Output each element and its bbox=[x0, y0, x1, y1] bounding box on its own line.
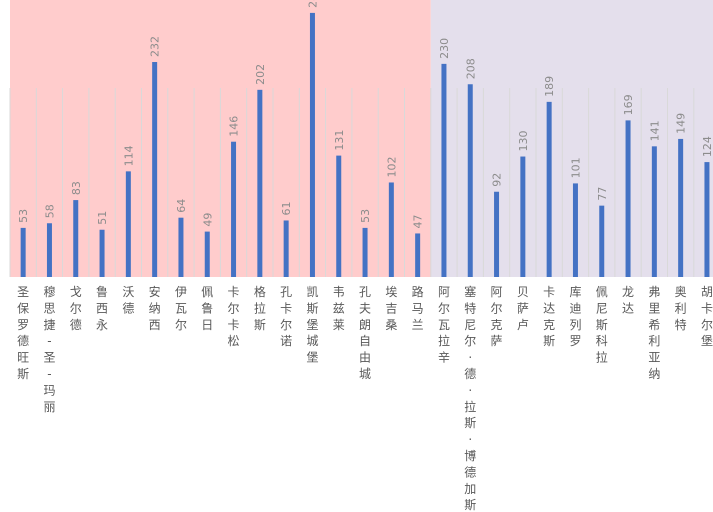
data-label: 130 bbox=[517, 131, 530, 152]
category-label: 贝萨卢 bbox=[517, 285, 529, 332]
bar bbox=[362, 227, 368, 277]
data-label: 61 bbox=[280, 201, 293, 215]
data-label: 47 bbox=[412, 214, 425, 228]
category-label: 穆思捷-圣-玛丽 bbox=[43, 284, 55, 414]
bar bbox=[283, 220, 289, 277]
category-label: 阿尔克萨 bbox=[491, 285, 503, 348]
data-label: 146 bbox=[228, 116, 241, 137]
bar bbox=[231, 141, 237, 277]
data-label: 202 bbox=[254, 64, 267, 85]
category-label: 孔卡尔诺 bbox=[280, 285, 292, 348]
data-label: 208 bbox=[464, 58, 477, 79]
data-label: 53 bbox=[359, 209, 372, 223]
data-label: 149 bbox=[675, 113, 688, 134]
category-label: 卡尔卡松 bbox=[228, 285, 240, 348]
category-label: 路马兰 bbox=[412, 284, 424, 332]
category-label: 阿尔瓦拉辛 bbox=[438, 285, 450, 365]
category-label: 佩尼斯科拉 bbox=[596, 285, 608, 365]
data-label: 49 bbox=[201, 213, 214, 227]
data-label: 169 bbox=[622, 94, 635, 115]
data-label: 83 bbox=[70, 181, 83, 195]
data-label: 141 bbox=[648, 120, 661, 141]
bar bbox=[467, 84, 473, 278]
category-label: 塞特尼尔·德·拉斯·博德加斯 bbox=[464, 284, 476, 512]
category-label: 韦兹莱 bbox=[333, 285, 345, 332]
category-label: 卡达克斯 bbox=[543, 285, 555, 348]
category-label: 库迪列罗 bbox=[569, 284, 581, 348]
category-label: 戈尔德 bbox=[70, 285, 82, 332]
bar bbox=[388, 182, 394, 277]
category-label: 格拉斯 bbox=[254, 284, 266, 332]
bar bbox=[546, 101, 552, 277]
data-label: 102 bbox=[385, 156, 398, 177]
data-label: 101 bbox=[569, 157, 582, 178]
category-label: 弗里希利亚纳 bbox=[648, 285, 660, 381]
bar bbox=[152, 62, 158, 277]
category-label: 胡卡尔堡 bbox=[701, 285, 713, 348]
data-label: 53 bbox=[17, 209, 30, 223]
bar bbox=[704, 162, 710, 277]
data-label: 124 bbox=[701, 136, 713, 157]
bar bbox=[125, 171, 131, 277]
bar bbox=[46, 223, 52, 277]
bar bbox=[99, 229, 105, 277]
data-label: 232 bbox=[149, 36, 162, 57]
category-label: 鲁西永 bbox=[96, 285, 108, 332]
category-label: 奥利特 bbox=[675, 285, 687, 332]
bar bbox=[520, 156, 526, 277]
bar bbox=[572, 183, 578, 277]
data-label: 230 bbox=[438, 38, 451, 59]
category-label: 沃德 bbox=[122, 285, 134, 315]
category-label: 龙达 bbox=[622, 285, 634, 315]
category-label: 凯斯堡城堡 bbox=[306, 285, 318, 365]
bar bbox=[20, 227, 26, 277]
data-label: 285 bbox=[306, 0, 319, 8]
bar bbox=[336, 155, 342, 277]
bar bbox=[415, 233, 421, 277]
bar bbox=[309, 12, 315, 278]
bar bbox=[178, 217, 184, 277]
category-label: 佩鲁日 bbox=[201, 285, 213, 332]
bar bbox=[257, 89, 263, 278]
data-label: 58 bbox=[43, 204, 56, 218]
bar bbox=[494, 191, 500, 277]
category-label: 安纳西 bbox=[149, 284, 161, 332]
data-label: 77 bbox=[596, 187, 609, 201]
bar bbox=[73, 200, 79, 277]
bar bbox=[441, 63, 447, 277]
data-label: 131 bbox=[333, 130, 346, 151]
bar bbox=[599, 205, 605, 277]
data-label: 189 bbox=[543, 76, 556, 97]
category-label: 孔夫朗自由城 bbox=[359, 285, 371, 381]
data-label: 64 bbox=[175, 199, 188, 213]
bar bbox=[204, 231, 210, 277]
category-label: 埃吉桑 bbox=[385, 285, 397, 332]
bar bbox=[625, 120, 631, 277]
category-label: 圣保罗德旺斯 bbox=[17, 285, 29, 381]
bar bbox=[651, 146, 657, 277]
data-label: 114 bbox=[122, 145, 135, 166]
data-label: 51 bbox=[96, 211, 109, 225]
data-label: 92 bbox=[491, 173, 504, 187]
category-label: 伊瓦尔 bbox=[175, 285, 187, 332]
bar bbox=[678, 138, 684, 277]
group-background-2 bbox=[430, 0, 713, 277]
